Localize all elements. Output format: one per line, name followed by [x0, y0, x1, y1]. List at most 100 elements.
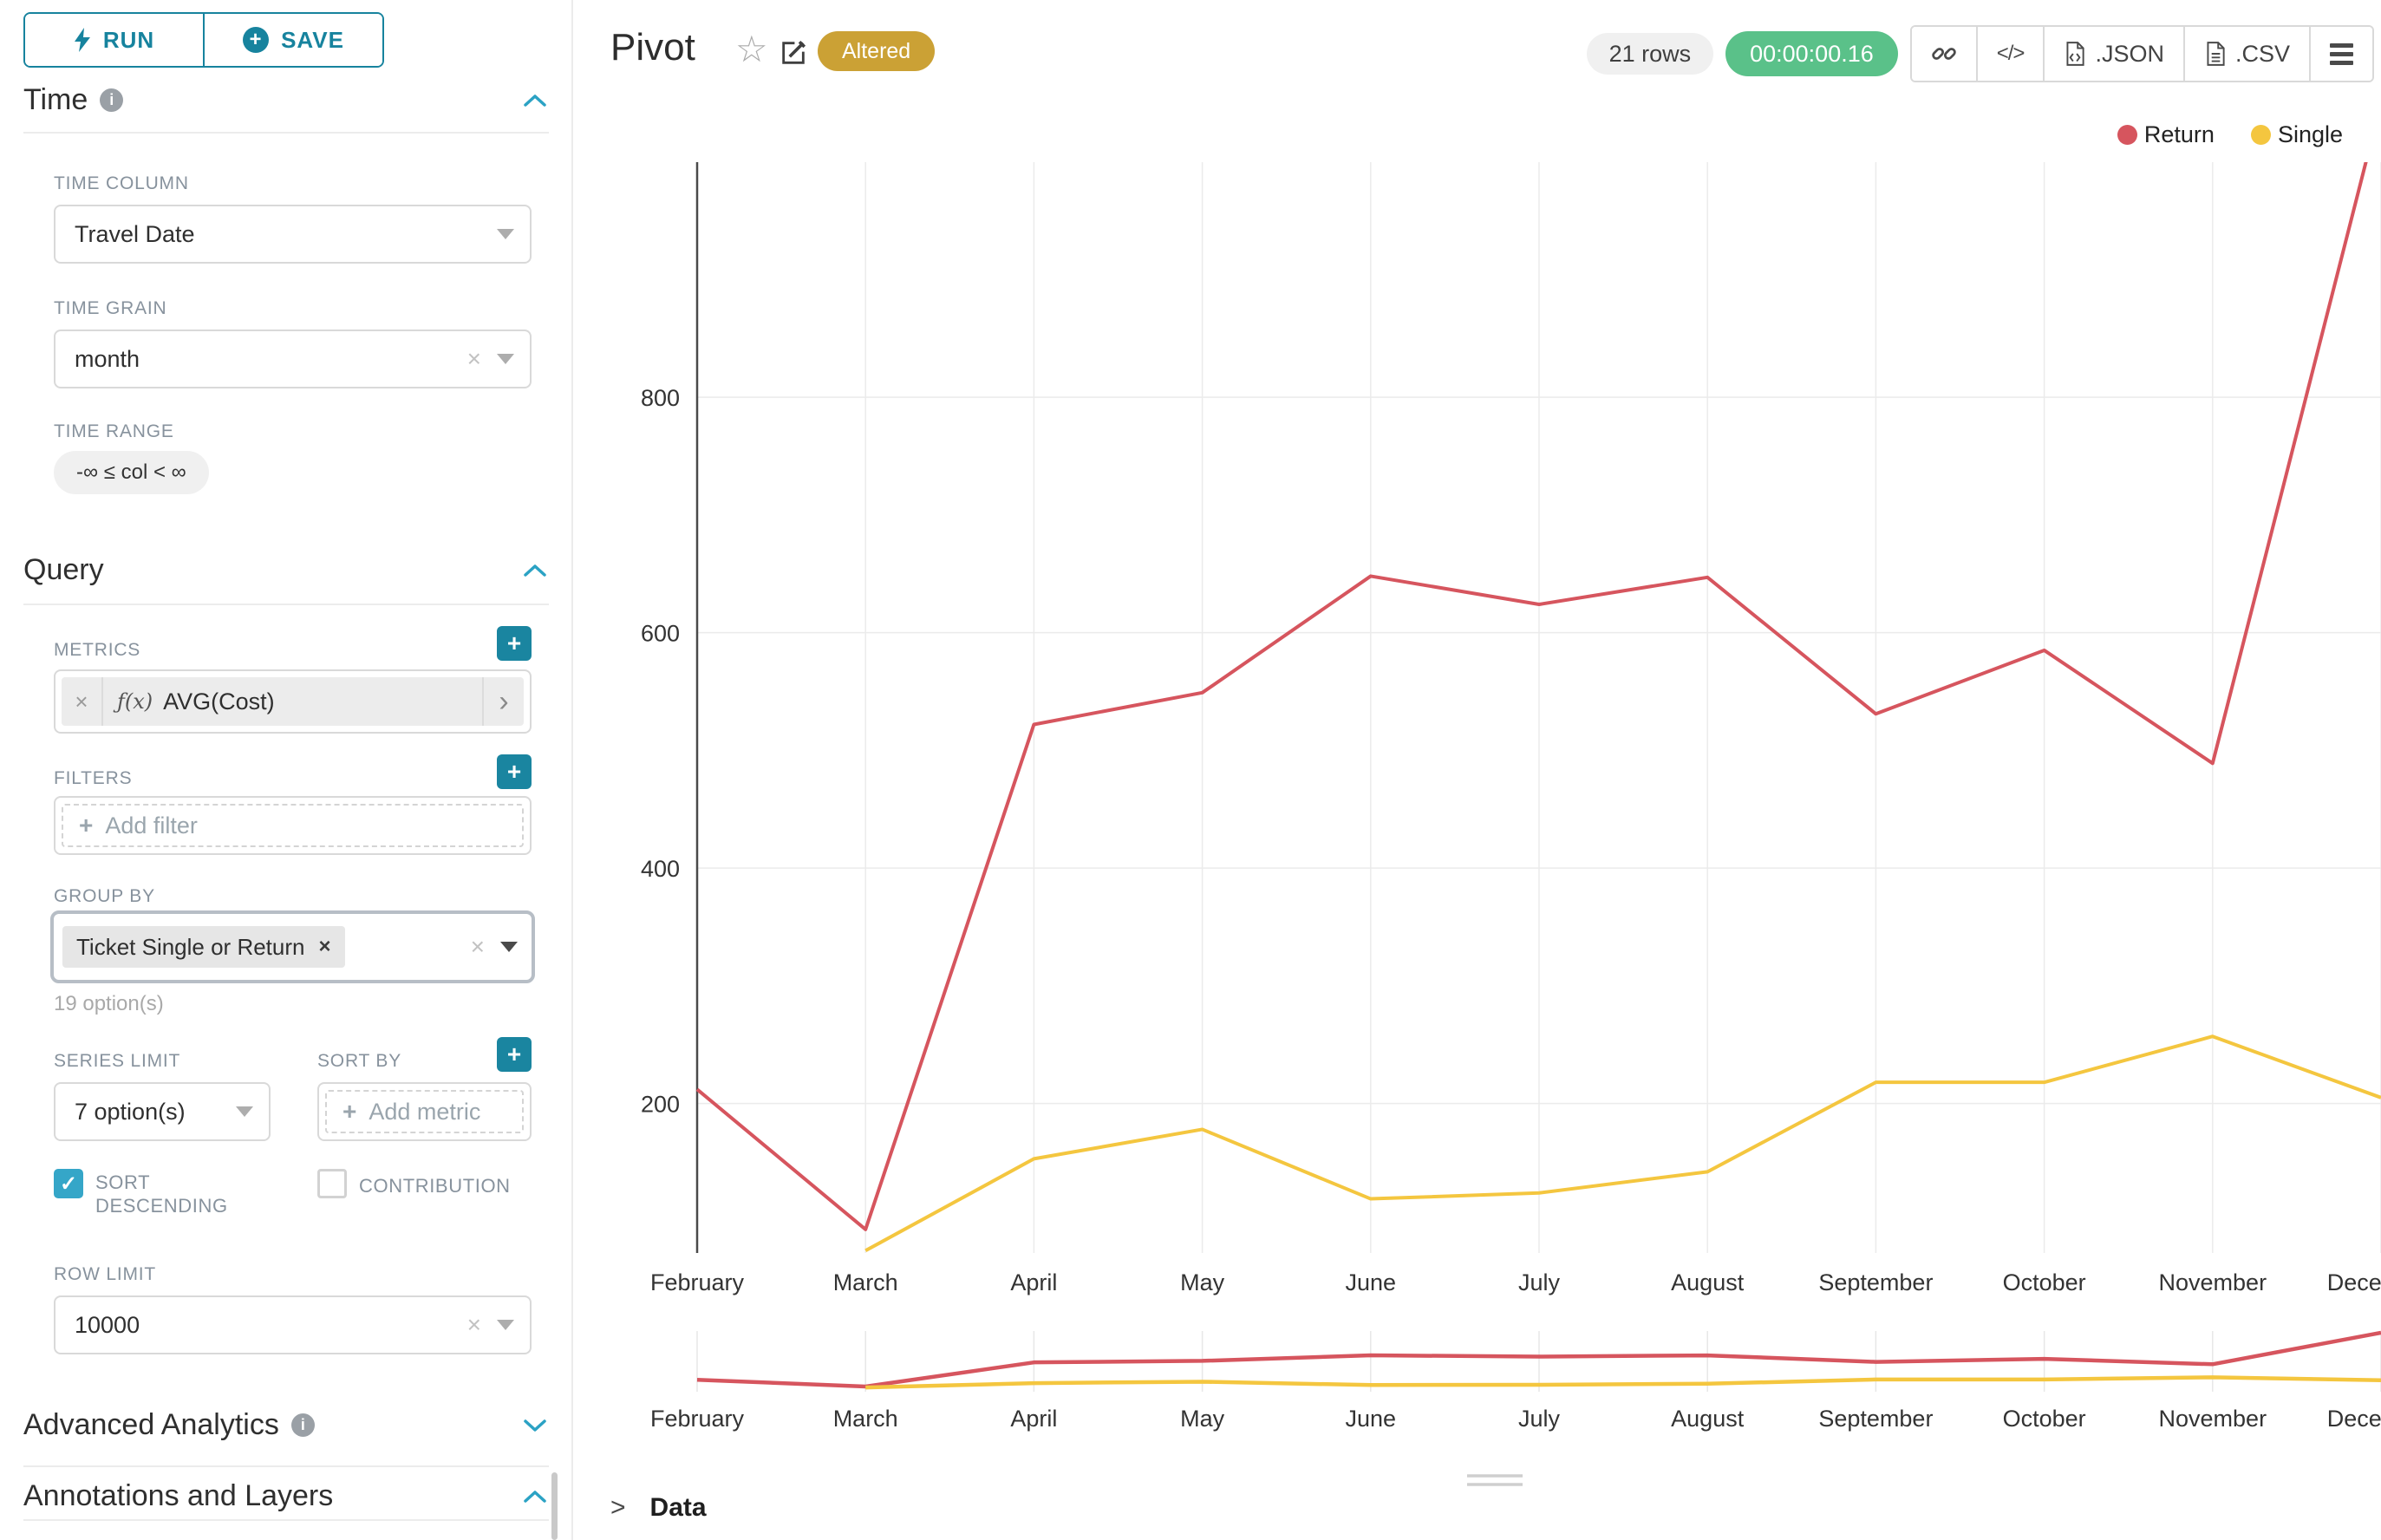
contribution-checkbox[interactable] [317, 1169, 347, 1198]
link-icon [1931, 48, 1956, 60]
x-axis-tick-label: December [2327, 1269, 2381, 1295]
export-button-group: </> .JSON .CSV [1909, 25, 2374, 82]
run-button-label: RUN [102, 26, 155, 53]
add-filter-button[interactable]: + [497, 754, 532, 789]
edit-title-icon[interactable] [779, 38, 808, 72]
query-section-header[interactable]: Query [23, 553, 549, 587]
time-column-value: Travel Date [75, 220, 195, 247]
plus-icon: + [342, 1098, 357, 1125]
share-link-button[interactable] [1911, 27, 1976, 81]
chevron-up-icon[interactable] [521, 1488, 549, 1505]
clear-icon[interactable]: × [466, 345, 481, 372]
lightning-icon [74, 28, 90, 52]
metric-pill[interactable]: × ƒ(x) AVG(Cost) › [62, 677, 524, 726]
series-limit-value: 7 option(s) [75, 1098, 186, 1125]
time-column-select[interactable]: Travel Date [54, 205, 532, 264]
sort-by-field: + Add metric [317, 1082, 532, 1141]
chevron-up-icon[interactable] [521, 92, 549, 109]
run-save-button-group: RUN + SAVE [23, 12, 384, 68]
brush-tick-label: June [1346, 1406, 1397, 1432]
info-icon: i [100, 88, 124, 112]
legend-item-return[interactable]: Return [2117, 121, 2215, 148]
run-button[interactable]: RUN [25, 14, 203, 66]
export-csv-label: .CSV [2234, 40, 2290, 67]
altered-badge[interactable]: Altered [818, 31, 936, 71]
annotations-section-header[interactable]: Annotations and Layers [23, 1479, 549, 1513]
advanced-analytics-title: Advanced Analytics [23, 1408, 279, 1441]
export-csv-button[interactable]: .CSV [2182, 27, 2309, 81]
y-axis-tick-label: 600 [641, 621, 680, 647]
x-axis-tick-label: August [1671, 1269, 1745, 1295]
chevron-down-icon[interactable] [236, 1106, 253, 1117]
time-range-pill[interactable]: -∞ ≤ col < ∞ [54, 451, 209, 494]
add-filter-dropzone[interactable]: + Add filter [62, 804, 524, 847]
data-panel-label: Data [649, 1493, 707, 1522]
plus-icon: + [79, 812, 94, 839]
embed-code-button[interactable]: </> [1975, 27, 2044, 81]
panel-resize-handle[interactable] [1467, 1474, 1523, 1486]
row-limit-value: 10000 [75, 1311, 140, 1338]
chevron-down-icon[interactable] [500, 942, 518, 952]
export-json-button[interactable]: .JSON [2043, 27, 2183, 81]
section-divider [23, 1465, 549, 1467]
contribution-label: CONTRIBUTION [359, 1175, 511, 1197]
preview-brush[interactable]: February March April May June July August Septe… [650, 1330, 2381, 1432]
plus-circle-icon: + [243, 27, 270, 53]
data-panel-toggle[interactable]: > Data [610, 1493, 707, 1523]
legend-single-label: Single [2277, 121, 2343, 147]
brush-tick-label: December [2327, 1406, 2381, 1432]
more-options-button[interactable] [2309, 27, 2372, 81]
x-axis-tick-label: May [1180, 1269, 1225, 1295]
group-by-label: GROUP BY [54, 886, 155, 906]
menu-icon [2330, 42, 2353, 65]
series-limit-select[interactable]: 7 option(s) [54, 1082, 271, 1141]
row-count-pill: 21 rows [1586, 33, 1714, 75]
code-icon: </> [1996, 42, 2025, 65]
x-axis-tick-label: July [1518, 1269, 1561, 1295]
x-axis-tick-label: September [1818, 1269, 1933, 1295]
add-sort-metric-button[interactable]: + [497, 1037, 532, 1072]
remove-chip-icon[interactable]: × [318, 935, 331, 958]
time-grain-value: month [75, 345, 140, 372]
chevron-right-icon: > [610, 1493, 626, 1522]
chevron-down-icon[interactable] [497, 1320, 514, 1330]
control-panel-sidebar: RUN + SAVE Time i TIME COLUMN Travel Dat… [0, 0, 573, 1540]
save-button[interactable]: + SAVE [203, 14, 382, 66]
file-text-icon [2207, 42, 2225, 66]
group-by-chip[interactable]: Ticket Single or Return × [62, 926, 345, 968]
time-grain-select[interactable]: month × [54, 330, 532, 388]
sidebar-scrollbar[interactable] [551, 1472, 558, 1540]
brush-tick-label: November [2159, 1406, 2267, 1432]
add-metric-button[interactable]: + [497, 626, 532, 661]
brush-tick-label: April [1010, 1406, 1057, 1432]
sort-descending-label: SORT DESCENDING [95, 1171, 228, 1217]
group-by-select[interactable]: Ticket Single or Return × × [50, 910, 535, 983]
chevron-down-icon[interactable] [521, 1417, 549, 1434]
clear-icon[interactable]: × [466, 1311, 481, 1338]
remove-metric-icon[interactable]: × [62, 677, 103, 726]
chart-legend: Return Single [2117, 121, 2343, 148]
favorite-star-icon[interactable]: ☆ [735, 29, 768, 69]
brush-tick-label: October [2003, 1406, 2086, 1432]
add-sort-metric-dropzone[interactable]: + Add metric [325, 1090, 524, 1133]
sort-descending-checkbox[interactable]: ✓ [54, 1169, 83, 1198]
x-axis-tick-label: October [2003, 1269, 2086, 1295]
line-chart[interactable]: 200 400 600 800 February March April May June Jul… [607, 121, 2381, 1540]
legend-item-single[interactable]: Single [2250, 121, 2343, 148]
chevron-down-icon[interactable] [497, 229, 514, 239]
time-grain-label: TIME GRAIN [54, 298, 167, 318]
section-divider [23, 604, 549, 605]
advanced-analytics-section-header[interactable]: Advanced Analytics i [23, 1408, 549, 1442]
add-filter-placeholder: Add filter [105, 812, 198, 839]
chart-toolbar: 21 rows 00:00:00.16 </> .JSON .CSV [1586, 25, 2374, 82]
clear-icon[interactable]: × [470, 933, 485, 960]
chevron-right-icon[interactable]: › [482, 677, 524, 726]
row-limit-select[interactable]: 10000 × [54, 1295, 532, 1354]
chevron-up-icon[interactable] [521, 562, 549, 579]
y-axis-tick-label: 800 [641, 385, 680, 411]
time-section-header[interactable]: Time i [23, 83, 549, 117]
metric-value: AVG(Cost) [163, 688, 275, 715]
chart-title: Pivot [610, 26, 695, 69]
sort-by-placeholder: Add metric [369, 1098, 481, 1125]
chevron-down-icon[interactable] [497, 354, 514, 364]
